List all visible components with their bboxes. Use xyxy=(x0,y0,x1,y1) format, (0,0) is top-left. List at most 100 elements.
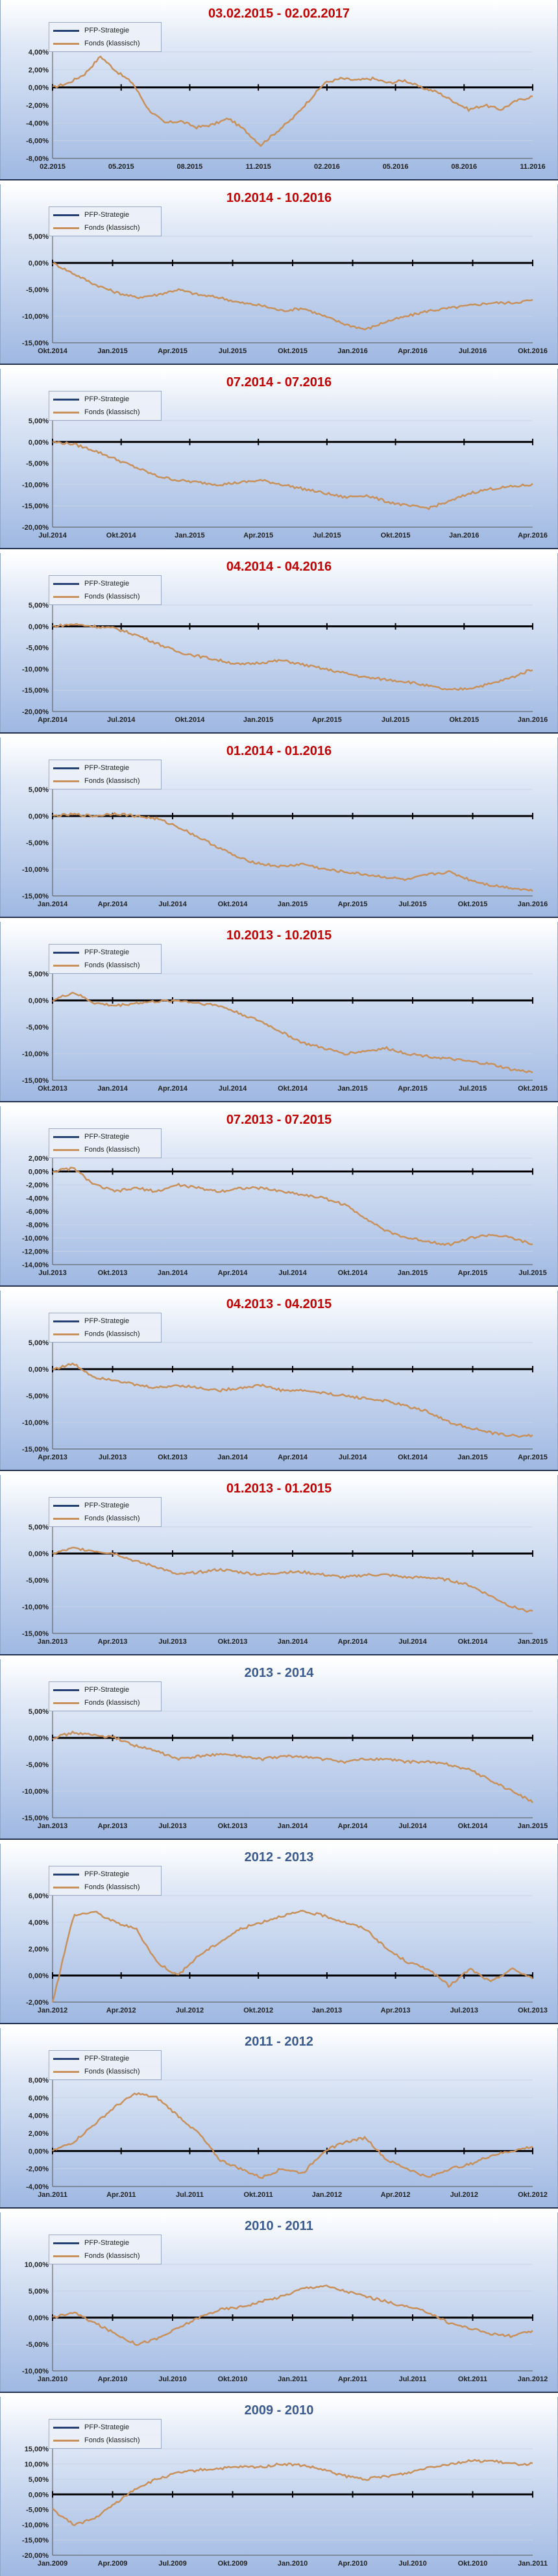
y-tick-label: -8,00% xyxy=(26,1222,49,1230)
chart-legend: PFP-Strategie Fonds (klassisch) xyxy=(49,1866,162,1896)
legend-swatch xyxy=(53,2439,79,2442)
legend-entry-fund: Fonds (klassisch) xyxy=(53,1697,140,1709)
legend-swatch xyxy=(53,2057,79,2060)
x-tick-label: Okt.2013 xyxy=(98,1269,128,1277)
chart-legend: PFP-Strategie Fonds (klassisch) xyxy=(49,2419,162,2449)
legend-swatch xyxy=(53,951,79,954)
legend-entry-strategy: PFP-Strategie xyxy=(53,578,129,589)
panel-separator xyxy=(0,548,558,553)
legend-entry-strategy: PFP-Strategie xyxy=(53,25,129,36)
chart-plot: 15,00% 10,00% 5,00% 0,00% -5,00% -10,00% -15,0… xyxy=(22,2446,548,2568)
y-tick-label: -14,00% xyxy=(22,1261,49,1269)
panel-separator xyxy=(0,364,558,369)
x-tick-label: Jul.2015 xyxy=(313,532,341,539)
y-tick-label: -5,00% xyxy=(26,460,49,468)
x-tick-label: Apr.2015 xyxy=(243,532,273,539)
y-tick-label: -5,00% xyxy=(26,1393,49,1400)
chart-title: 01.2014 - 01.2016 xyxy=(226,744,332,758)
x-tick-label: Jan.2013 xyxy=(312,2007,342,2014)
y-tick-label: 4,00% xyxy=(29,49,49,56)
series-line-fonds-klassisch xyxy=(52,1167,533,1247)
legend-label: Fonds (klassisch) xyxy=(84,777,140,785)
y-tick-label: -15,00% xyxy=(22,340,49,347)
series-line-fonds-klassisch xyxy=(51,1909,533,2003)
legend-label: Fonds (klassisch) xyxy=(84,1883,140,1891)
x-tick-label: Okt.2014 xyxy=(278,1085,308,1093)
legend-entry-strategy: PFP-Strategie xyxy=(53,947,129,958)
x-tick-label: Okt.2013 xyxy=(158,1454,188,1461)
y-tick-label: -2,00% xyxy=(26,1182,49,1189)
y-tick-label: 0,00% xyxy=(29,1366,49,1374)
x-tick-label: Apr.2011 xyxy=(338,2375,367,2383)
x-tick-label: Apr.2014 xyxy=(158,1085,188,1093)
x-tick-label: Jan.2011 xyxy=(518,2560,548,2568)
legend-entry-strategy: PFP-Strategie xyxy=(53,2237,129,2249)
panel-separator xyxy=(0,2207,558,2212)
x-tick-label: Okt.2014 xyxy=(218,900,249,908)
legend-label: PFP-Strategie xyxy=(84,27,130,34)
x-tick-label: Jan.2014 xyxy=(158,1269,188,1277)
x-tick-label: Jul.2015 xyxy=(398,900,426,908)
x-tick-label: Okt.2009 xyxy=(218,2560,248,2568)
panel-separator xyxy=(0,1470,558,1475)
legend-swatch xyxy=(53,1333,79,1335)
x-tick-label: Jul.2011 xyxy=(399,2375,427,2383)
y-tick-label: 5,00% xyxy=(29,1524,49,1531)
x-tick-label: Apr.2013 xyxy=(98,1638,128,1646)
x-tick-label: Okt.2016 xyxy=(518,347,548,355)
x-tick-label: Jan.2016 xyxy=(449,532,479,539)
y-tick-label: -10,00% xyxy=(22,481,49,489)
legend-entry-fund: Fonds (klassisch) xyxy=(53,775,140,787)
legend-entry-fund: Fonds (klassisch) xyxy=(53,1144,140,1156)
x-tick-label: Jan.2009 xyxy=(38,2560,67,2568)
x-tick-label: Jan.2016 xyxy=(337,347,367,355)
chart-title: 10.2013 - 10.2015 xyxy=(226,928,332,943)
x-tick-label: Jan.2014 xyxy=(38,900,68,908)
chart-plot: 5,00% 0,00% -5,00% -10,00% -15,00%Jan.2014 Ap… xyxy=(22,786,548,908)
series-line-fonds-klassisch xyxy=(52,2458,533,2527)
x-tick-label: Apr.2015 xyxy=(338,900,368,908)
y-tick-label: -15,00% xyxy=(22,893,49,900)
y-tick-label: 10,00% xyxy=(25,2460,49,2468)
legend-label: Fonds (klassisch) xyxy=(84,1515,140,1522)
x-tick-label: Okt.2010 xyxy=(218,2375,248,2383)
legend-entry-fund: Fonds (klassisch) xyxy=(53,1513,140,1524)
y-tick-label: 0,00% xyxy=(29,2148,49,2155)
y-tick-label: 0,00% xyxy=(29,2491,49,2499)
x-tick-label: Jan.2015 xyxy=(457,1454,487,1461)
x-tick-label: Jul.2013 xyxy=(450,2007,478,2014)
y-tick-label: -4,00% xyxy=(26,2183,49,2191)
series-line-fonds-klassisch xyxy=(52,262,533,331)
series-line-fonds-klassisch xyxy=(52,1730,534,1803)
series-line-fonds-klassisch xyxy=(52,2285,533,2346)
chart-panel: 07.2014 - 07.2016 5,00% 0,00% -5,00% -10,00%… xyxy=(0,369,558,548)
y-tick-label: -10,00% xyxy=(22,313,49,321)
legend-label: PFP-Strategie xyxy=(84,395,130,403)
legend-swatch xyxy=(53,595,79,598)
legend-swatch xyxy=(53,1517,79,1520)
legend-swatch xyxy=(53,1873,79,1876)
x-tick-label: 05.2016 xyxy=(383,163,409,171)
legend-label: PFP-Strategie xyxy=(84,211,130,219)
legend-entry-strategy: PFP-Strategie xyxy=(53,1131,129,1143)
legend-swatch xyxy=(53,2426,79,2429)
legend-label: Fonds (klassisch) xyxy=(84,224,140,232)
chart-panel: 2011 - 2012 8,00% 6,00% 4,00% 2,00% 0,00% -2,0… xyxy=(0,2028,558,2207)
x-tick-label: Jan.2015 xyxy=(278,900,308,908)
y-tick-label: 2,00% xyxy=(29,2130,49,2138)
chart-panel: 2009 - 2010 15,00% 10,00% 5,00% 0,00% -5,00% -… xyxy=(0,2397,558,2576)
x-tick-label: Apr.2015 xyxy=(312,716,342,724)
x-tick-label: Jul.2015 xyxy=(219,347,247,355)
x-tick-label: Jul.2014 xyxy=(398,1822,427,1830)
legend-entry-fund: Fonds (klassisch) xyxy=(53,406,140,418)
panel-separator xyxy=(0,1101,558,1106)
x-tick-label: Okt.2014 xyxy=(175,716,205,724)
legend-label: Fonds (klassisch) xyxy=(84,1699,140,1707)
chart-legend: PFP-Strategie Fonds (klassisch) xyxy=(49,1313,162,1343)
y-tick-label: 0,00% xyxy=(29,1169,49,1176)
x-tick-label: Jul.2014 xyxy=(398,1638,427,1646)
x-tick-label: Okt.2014 xyxy=(398,1454,428,1461)
legend-label: Fonds (klassisch) xyxy=(84,961,140,969)
legend-entry-fund: Fonds (klassisch) xyxy=(53,591,140,602)
y-tick-label: 0,00% xyxy=(29,997,49,1005)
